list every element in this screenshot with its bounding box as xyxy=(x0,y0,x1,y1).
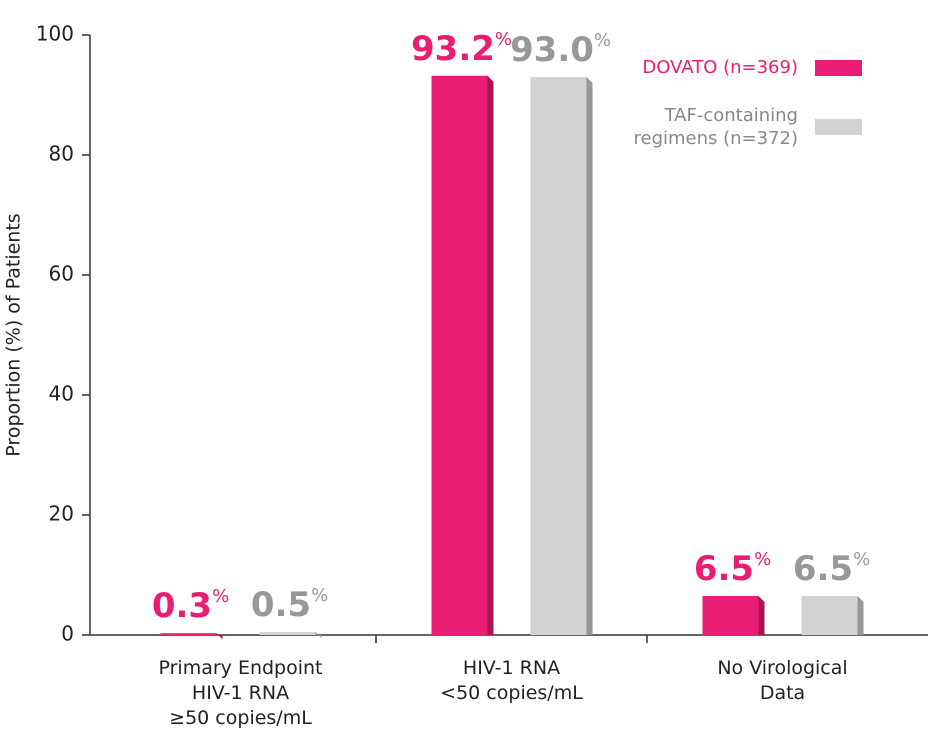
y-axis-label: Proportion (%) of Patients xyxy=(3,213,25,456)
bar-front xyxy=(431,75,488,636)
value-label: 0.3% xyxy=(152,586,229,626)
bar xyxy=(259,632,322,638)
value-label: 0.5% xyxy=(251,585,328,625)
value-label: 93.2% xyxy=(411,28,512,68)
value-label: 6.5% xyxy=(694,549,771,589)
value-label: 6.5% xyxy=(793,549,870,589)
bar-front xyxy=(259,632,316,635)
bar xyxy=(702,596,765,635)
y-tick-label: 40 xyxy=(49,382,74,406)
y-tick-label: 100 xyxy=(36,22,74,46)
bar-front xyxy=(530,77,587,635)
legend-label: TAF-containing regimens (n=372) xyxy=(633,105,798,149)
legend-label: DOVATO (n=369) xyxy=(642,57,798,78)
bar-side xyxy=(487,75,494,636)
bar-side xyxy=(216,633,223,640)
bar-side xyxy=(758,596,765,635)
y-tick-label: 60 xyxy=(49,262,74,286)
value-label: 93.0% xyxy=(510,30,611,70)
x-tick-label: No Virological Data xyxy=(717,657,847,704)
x-tick-label: Primary Endpoint HIV-1 RNA ≥50 copies/mL xyxy=(158,657,322,729)
bar-side xyxy=(586,77,593,635)
bar-front xyxy=(702,596,759,635)
y-tick-label: 0 xyxy=(61,622,74,646)
bar-front xyxy=(160,633,217,635)
bar xyxy=(801,596,864,635)
bar xyxy=(431,75,494,636)
legend-swatch xyxy=(815,60,862,76)
bar-side xyxy=(857,596,864,635)
bar xyxy=(530,77,593,635)
bar-side xyxy=(315,632,322,638)
y-tick-label: 80 xyxy=(49,142,74,166)
bar-front xyxy=(801,596,858,635)
bar xyxy=(160,633,223,640)
y-tick-label: 20 xyxy=(49,502,74,526)
x-tick-label: HIV-1 RNA <50 copies/mL xyxy=(440,657,583,704)
legend-swatch xyxy=(815,119,862,135)
